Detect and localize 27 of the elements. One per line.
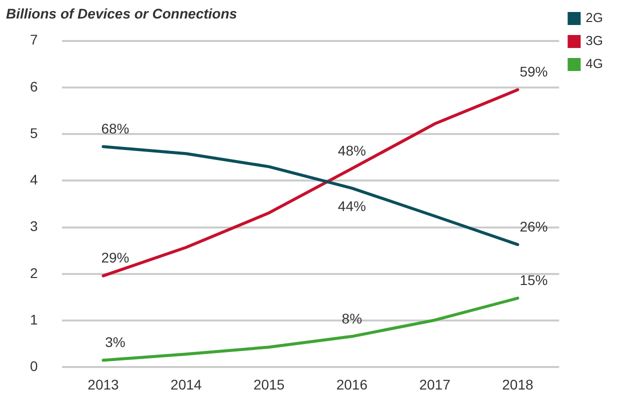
y-axis-title: Billions of Devices or Connections (6, 5, 238, 22)
annotation: 59% (520, 64, 548, 80)
legend-label: 2G (586, 10, 603, 26)
y-tick-label: 5 (30, 124, 38, 141)
annotation: 29% (101, 250, 130, 266)
x-tick-label: 2018 (502, 376, 534, 392)
annotation: 26% (520, 218, 548, 234)
annotation: 44% (338, 198, 366, 214)
annotation: 68% (101, 120, 130, 137)
annotation: 48% (338, 142, 366, 158)
x-tick-label: 2016 (336, 376, 368, 392)
y-tick-label: 0 (30, 358, 38, 374)
y-tick-label: 6 (30, 78, 38, 94)
y-tick-label: 4 (30, 172, 38, 188)
legend-label: 3G (586, 33, 603, 48)
y-tick-label: 1 (30, 311, 38, 328)
x-tick-label: 2014 (170, 376, 202, 392)
y-tick-label: 3 (30, 218, 38, 234)
annotation: 8% (342, 310, 362, 326)
x-tick-label: 2015 (253, 376, 285, 392)
x-tick-label: 2017 (419, 376, 451, 392)
legend-label: 4G (586, 56, 603, 72)
annotation: 3% (105, 334, 126, 350)
annotation: 15% (520, 272, 548, 288)
x-tick-label: 2013 (88, 376, 120, 392)
y-tick-label: 2 (30, 264, 38, 281)
y-tick-label: 7 (30, 32, 38, 48)
